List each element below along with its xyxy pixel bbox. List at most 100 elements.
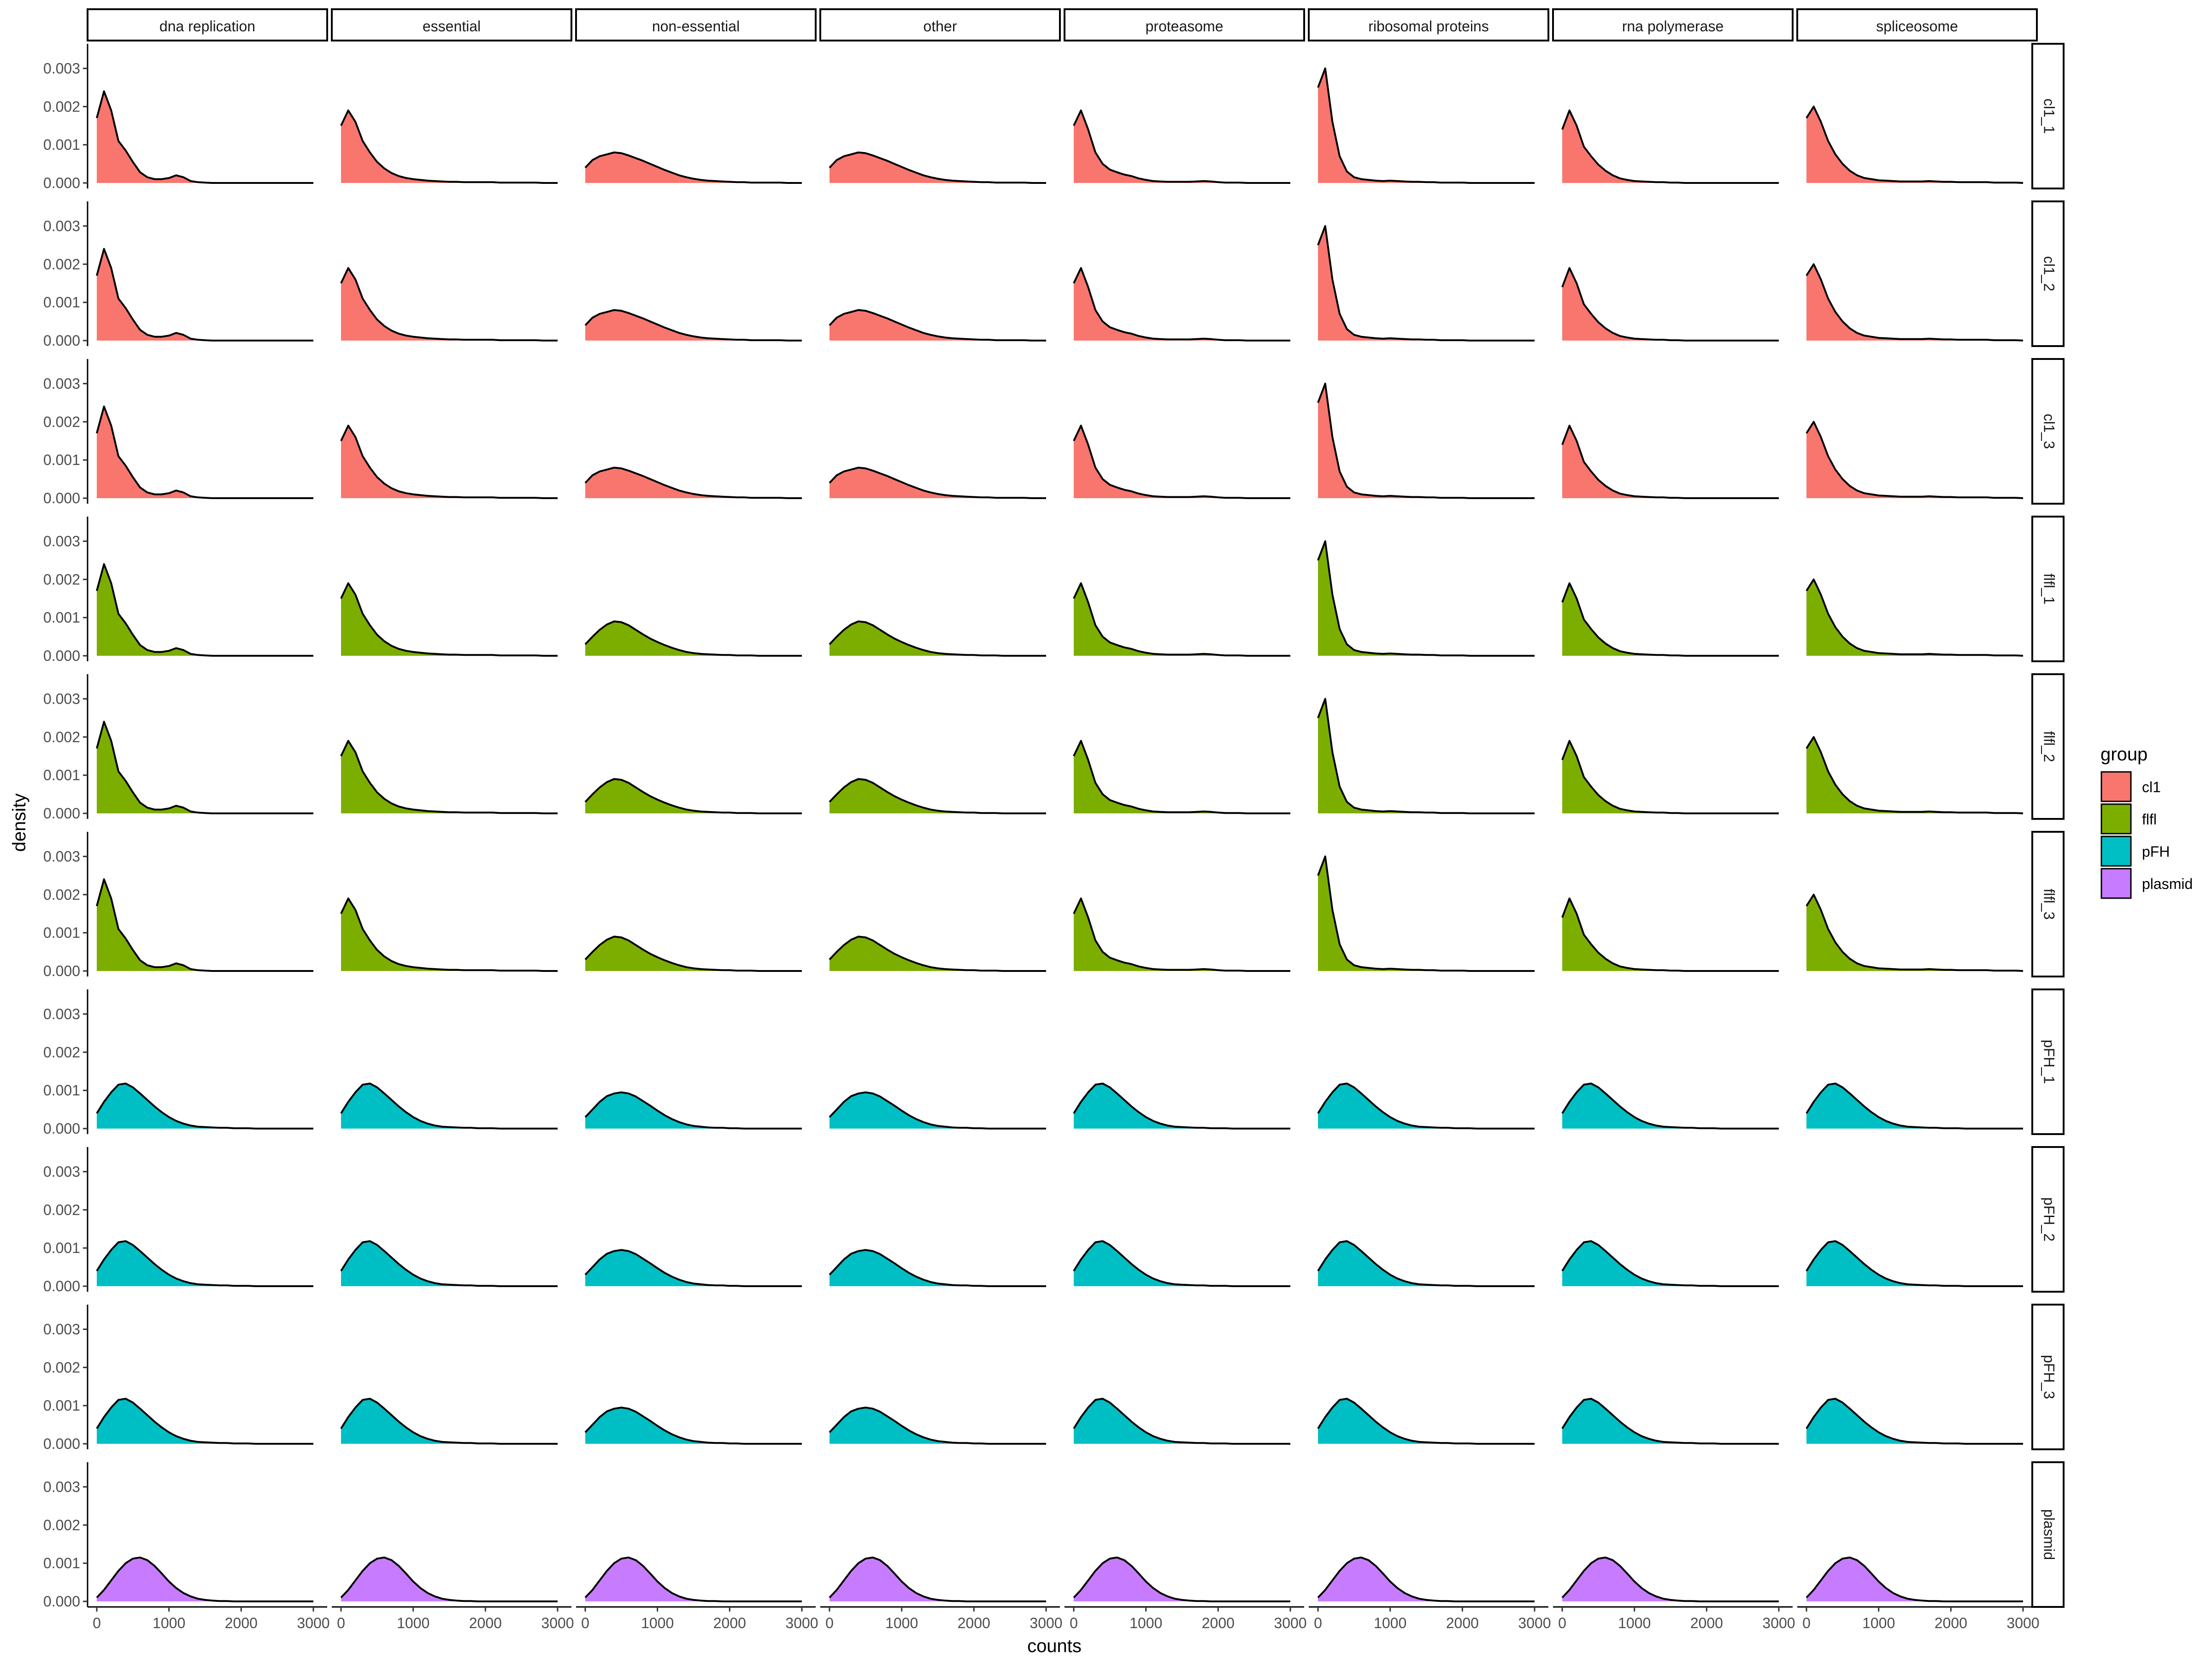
x-tick-label: 0 [1802, 1615, 1811, 1631]
density-line [96, 721, 313, 814]
y-tick-label: 0.003 [43, 1321, 80, 1337]
x-tick-label: 1000 [1130, 1615, 1162, 1631]
row-strip-box [2031, 200, 2065, 347]
density-area [585, 1092, 802, 1129]
density-line [96, 1398, 313, 1445]
y-tick-label: 0.003 [43, 218, 80, 234]
row-strip-label: pFH_3 [2041, 1355, 2058, 1399]
density-area [341, 741, 558, 813]
x-tick-label: 1000 [397, 1615, 429, 1631]
y-tick-label: 0.000 [43, 1278, 80, 1294]
density-area [1806, 422, 2023, 498]
density-area [1074, 110, 1290, 183]
density-area [1318, 1557, 1535, 1601]
y-tick-label: 0.000 [43, 963, 80, 979]
row-strip-label: pFH_1 [2041, 1040, 2058, 1084]
density-area [1562, 1083, 1779, 1129]
x-tick-label: 0 [581, 1615, 589, 1631]
y-tick-label: 0.003 [43, 533, 80, 549]
row-strip-box [2031, 1304, 2065, 1450]
row-strip-label: flfl_3 [2041, 888, 2058, 920]
density-area [97, 722, 313, 813]
density-area [1318, 1083, 1535, 1129]
column-strip-box [1796, 8, 2038, 41]
x-tick-label: 2000 [713, 1615, 746, 1631]
row-strip-box [2031, 988, 2065, 1135]
row-strip-box [2031, 1146, 2065, 1293]
density-area [341, 1557, 558, 1601]
density-area [1562, 1557, 1779, 1601]
density-area [1074, 268, 1290, 341]
density-area [1318, 226, 1535, 341]
density-line [584, 1249, 802, 1287]
density-area [1562, 110, 1779, 183]
column-strip-box [1552, 8, 1794, 41]
x-tick-label: 3000 [2006, 1615, 2039, 1631]
density-area [341, 1083, 558, 1129]
y-tick-label: 0.002 [43, 571, 80, 588]
density-area [1318, 1399, 1535, 1444]
x-tick-label: 0 [1070, 1615, 1078, 1631]
density-area [97, 1083, 313, 1129]
column-strip-label: ribosomal proteins [1368, 18, 1488, 35]
density-line [1561, 267, 1779, 341]
density-line [1806, 1240, 2023, 1287]
density-area [1074, 583, 1290, 656]
density-line [96, 248, 313, 341]
density-area [1318, 1241, 1535, 1286]
density-area [341, 898, 558, 971]
y-tick-label: 0.001 [43, 1555, 80, 1571]
x-tick-label: 3000 [785, 1615, 818, 1631]
y-tick-label: 0.001 [43, 136, 80, 153]
x-tick-label: 1000 [1618, 1615, 1651, 1631]
density-area [1074, 1399, 1290, 1444]
density-area [1806, 579, 2023, 656]
density-line [1317, 382, 1535, 499]
column-strip-label: spliceosome [1876, 18, 1958, 35]
density-area [1562, 1241, 1779, 1286]
y-tick-label: 0.002 [43, 413, 80, 430]
density-line [584, 1406, 802, 1445]
row-strip-label: flfl_2 [2041, 731, 2058, 762]
density-line [584, 151, 802, 184]
column-strip-label: non-essential [652, 18, 740, 35]
density-line [340, 424, 558, 499]
column-strip-box [819, 8, 1061, 41]
density-line [340, 740, 558, 814]
x-tick-label: 2000 [469, 1615, 502, 1631]
column-strip-box [87, 8, 328, 41]
density-line [829, 1406, 1046, 1445]
density-line [340, 1556, 558, 1602]
plot-panels [96, 67, 2024, 1602]
density-line [1561, 1556, 1779, 1602]
density-area [97, 1399, 313, 1444]
density-line [1806, 263, 2024, 341]
x-tick-label: 2000 [1690, 1615, 1723, 1631]
density-line [340, 1082, 558, 1130]
density-line [1806, 106, 2024, 184]
density-line [1073, 109, 1290, 184]
legend-key [2100, 803, 2132, 835]
column-strip-label: other [924, 18, 957, 35]
legend-key [2100, 771, 2132, 802]
density-area [1562, 268, 1779, 341]
column-strip-box [331, 8, 572, 41]
y-tick-label: 0.003 [43, 1478, 80, 1495]
y-tick-label: 0.002 [43, 1517, 80, 1533]
density-line [1561, 897, 1779, 972]
row-strip-box [2031, 516, 2065, 662]
density-line [1317, 1240, 1535, 1287]
density-line [1073, 1082, 1290, 1130]
column-strip-labels: dna replication essential non-essential oth… [87, 8, 2038, 41]
density-line [1073, 1240, 1290, 1287]
x-tick-label: 0 [1558, 1615, 1566, 1631]
density-area [341, 1241, 558, 1286]
y-tick-label: 0.002 [43, 729, 80, 745]
density-area [1318, 856, 1535, 971]
row-strip-box [2031, 1461, 2065, 1608]
density-line [96, 90, 313, 184]
y-tick-label: 0.003 [43, 848, 80, 865]
density-line [1561, 582, 1779, 657]
density-area [1562, 898, 1779, 971]
